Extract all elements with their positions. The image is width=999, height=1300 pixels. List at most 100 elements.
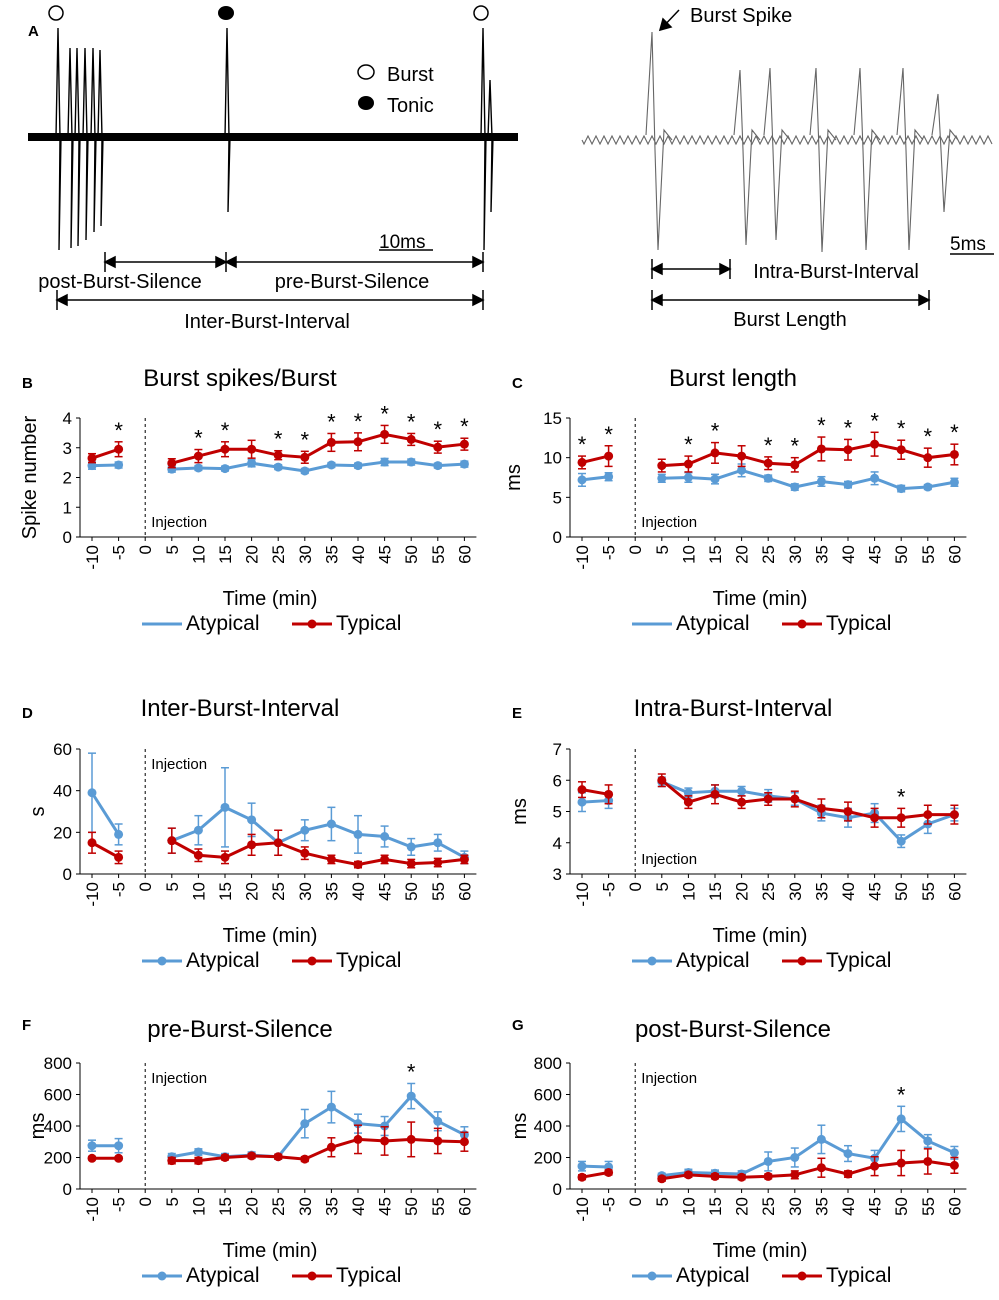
pre-silence-label: pre-Burst-Silence	[275, 271, 430, 293]
data-point	[193, 850, 203, 860]
x-tick-label: -5	[600, 545, 619, 560]
y-tick-label: 600	[44, 1086, 72, 1105]
series-line	[171, 805, 466, 859]
x-tick-label: 50	[892, 545, 911, 564]
legend-atypical-label: Atypical	[186, 1264, 260, 1287]
legend-typical-marker	[797, 619, 807, 629]
intra-burst-label: Intra-Burst-Interval	[753, 261, 919, 283]
legend-atypical-label: Atypical	[676, 612, 750, 635]
significance-star: *	[578, 432, 587, 457]
x-tick-label: 0	[136, 1197, 155, 1206]
y-tick-label: 3	[63, 439, 72, 458]
x-tick-label: 55	[919, 1197, 938, 1216]
legend-typical-label: Typical	[336, 949, 401, 972]
x-tick-label: 0	[136, 882, 155, 891]
data-point	[604, 1167, 614, 1177]
data-point	[380, 854, 390, 864]
data-point	[220, 444, 230, 454]
data-point	[737, 786, 747, 796]
legend-atypical-label: Atypical	[676, 949, 750, 972]
x-tick-label: 25	[269, 1197, 288, 1216]
injection-label: Injection	[641, 851, 697, 868]
data-point	[326, 854, 336, 864]
burst-marker-icon	[473, 5, 489, 21]
data-point	[87, 838, 97, 848]
data-point	[657, 473, 667, 483]
x-tick-label: 60	[945, 545, 964, 564]
legend-typical-label: Typical	[336, 612, 401, 635]
data-point	[896, 1158, 906, 1168]
y-tick-label: 400	[534, 1117, 562, 1136]
x-tick-label: 15	[216, 1197, 235, 1216]
data-point	[763, 794, 773, 804]
data-point	[790, 460, 800, 470]
data-point	[433, 1136, 443, 1146]
x-tick-label: 15	[706, 882, 725, 901]
data-point	[114, 460, 124, 470]
series-atypical	[577, 463, 959, 494]
legend-tonic-icon	[358, 96, 374, 110]
x-tick-label: 10	[679, 882, 698, 901]
data-point	[380, 1136, 390, 1146]
burst-spike-label: Burst Spike	[690, 5, 792, 27]
data-point	[683, 473, 693, 482]
chart-legend: Atypical Typical	[142, 949, 401, 972]
x-tick-label: 5	[653, 1197, 672, 1206]
data-point	[657, 775, 667, 785]
x-tick-label: 30	[786, 1197, 805, 1216]
data-point	[816, 803, 826, 813]
data-point	[790, 1170, 800, 1180]
data-point	[459, 439, 469, 449]
legend-atypical-label: Atypical	[676, 1264, 750, 1287]
x-tick-label: 55	[429, 1197, 448, 1216]
x-tick-label: 45	[866, 545, 885, 564]
data-point	[406, 859, 416, 869]
y-axis-label: ms	[503, 464, 525, 491]
legend-burst-icon	[357, 64, 375, 80]
chart-b: B Burst spikes/Burst Spike number 0 1 2 3 4 -10-…	[19, 365, 477, 635]
spike-waveform	[90, 47, 97, 233]
data-point	[683, 459, 693, 469]
data-point	[816, 1134, 826, 1144]
x-tick-label: 60	[455, 545, 474, 564]
significance-star: *	[950, 420, 959, 445]
panel-a-zoom: Burst Spike 5ms Intra-Burst-Interval Bur…	[581, 5, 994, 331]
data-point	[220, 852, 230, 862]
x-tick-label: 40	[839, 545, 858, 564]
tonic-marker-icon	[218, 6, 234, 20]
series-line	[661, 442, 955, 468]
significance-star: *	[407, 1059, 416, 1084]
data-point	[114, 829, 124, 839]
x-tick-label: 0	[136, 545, 155, 554]
post-silence-label: post-Burst-Silence	[38, 271, 201, 293]
data-point	[870, 813, 880, 823]
x-tick-label: -5	[110, 882, 129, 897]
x-tick-label: -10	[83, 1197, 102, 1222]
data-point	[577, 457, 587, 467]
x-tick-label: -5	[110, 1197, 129, 1212]
data-point	[577, 1172, 587, 1182]
zoomed-burst-trace	[581, 31, 993, 253]
data-point	[577, 475, 587, 485]
inter-burst-label: Inter-Burst-Interval	[184, 311, 350, 333]
data-point	[433, 858, 443, 868]
data-point	[710, 789, 720, 799]
data-point	[406, 842, 416, 852]
data-point	[326, 437, 336, 447]
significance-star: *	[924, 424, 933, 449]
x-tick-label: 5	[163, 1197, 182, 1206]
data-point	[220, 802, 230, 812]
x-axis-label: Time (min)	[223, 1240, 318, 1262]
x-tick-label: -10	[573, 545, 592, 570]
data-point	[300, 1154, 310, 1164]
data-point	[604, 472, 614, 482]
x-tick-label: 50	[402, 545, 421, 564]
x-tick-label: 40	[349, 545, 368, 564]
x-tick-label: 20	[243, 1197, 262, 1216]
data-point	[710, 448, 720, 458]
x-tick-label: 45	[376, 1197, 395, 1216]
y-tick-label: 0	[63, 865, 72, 884]
